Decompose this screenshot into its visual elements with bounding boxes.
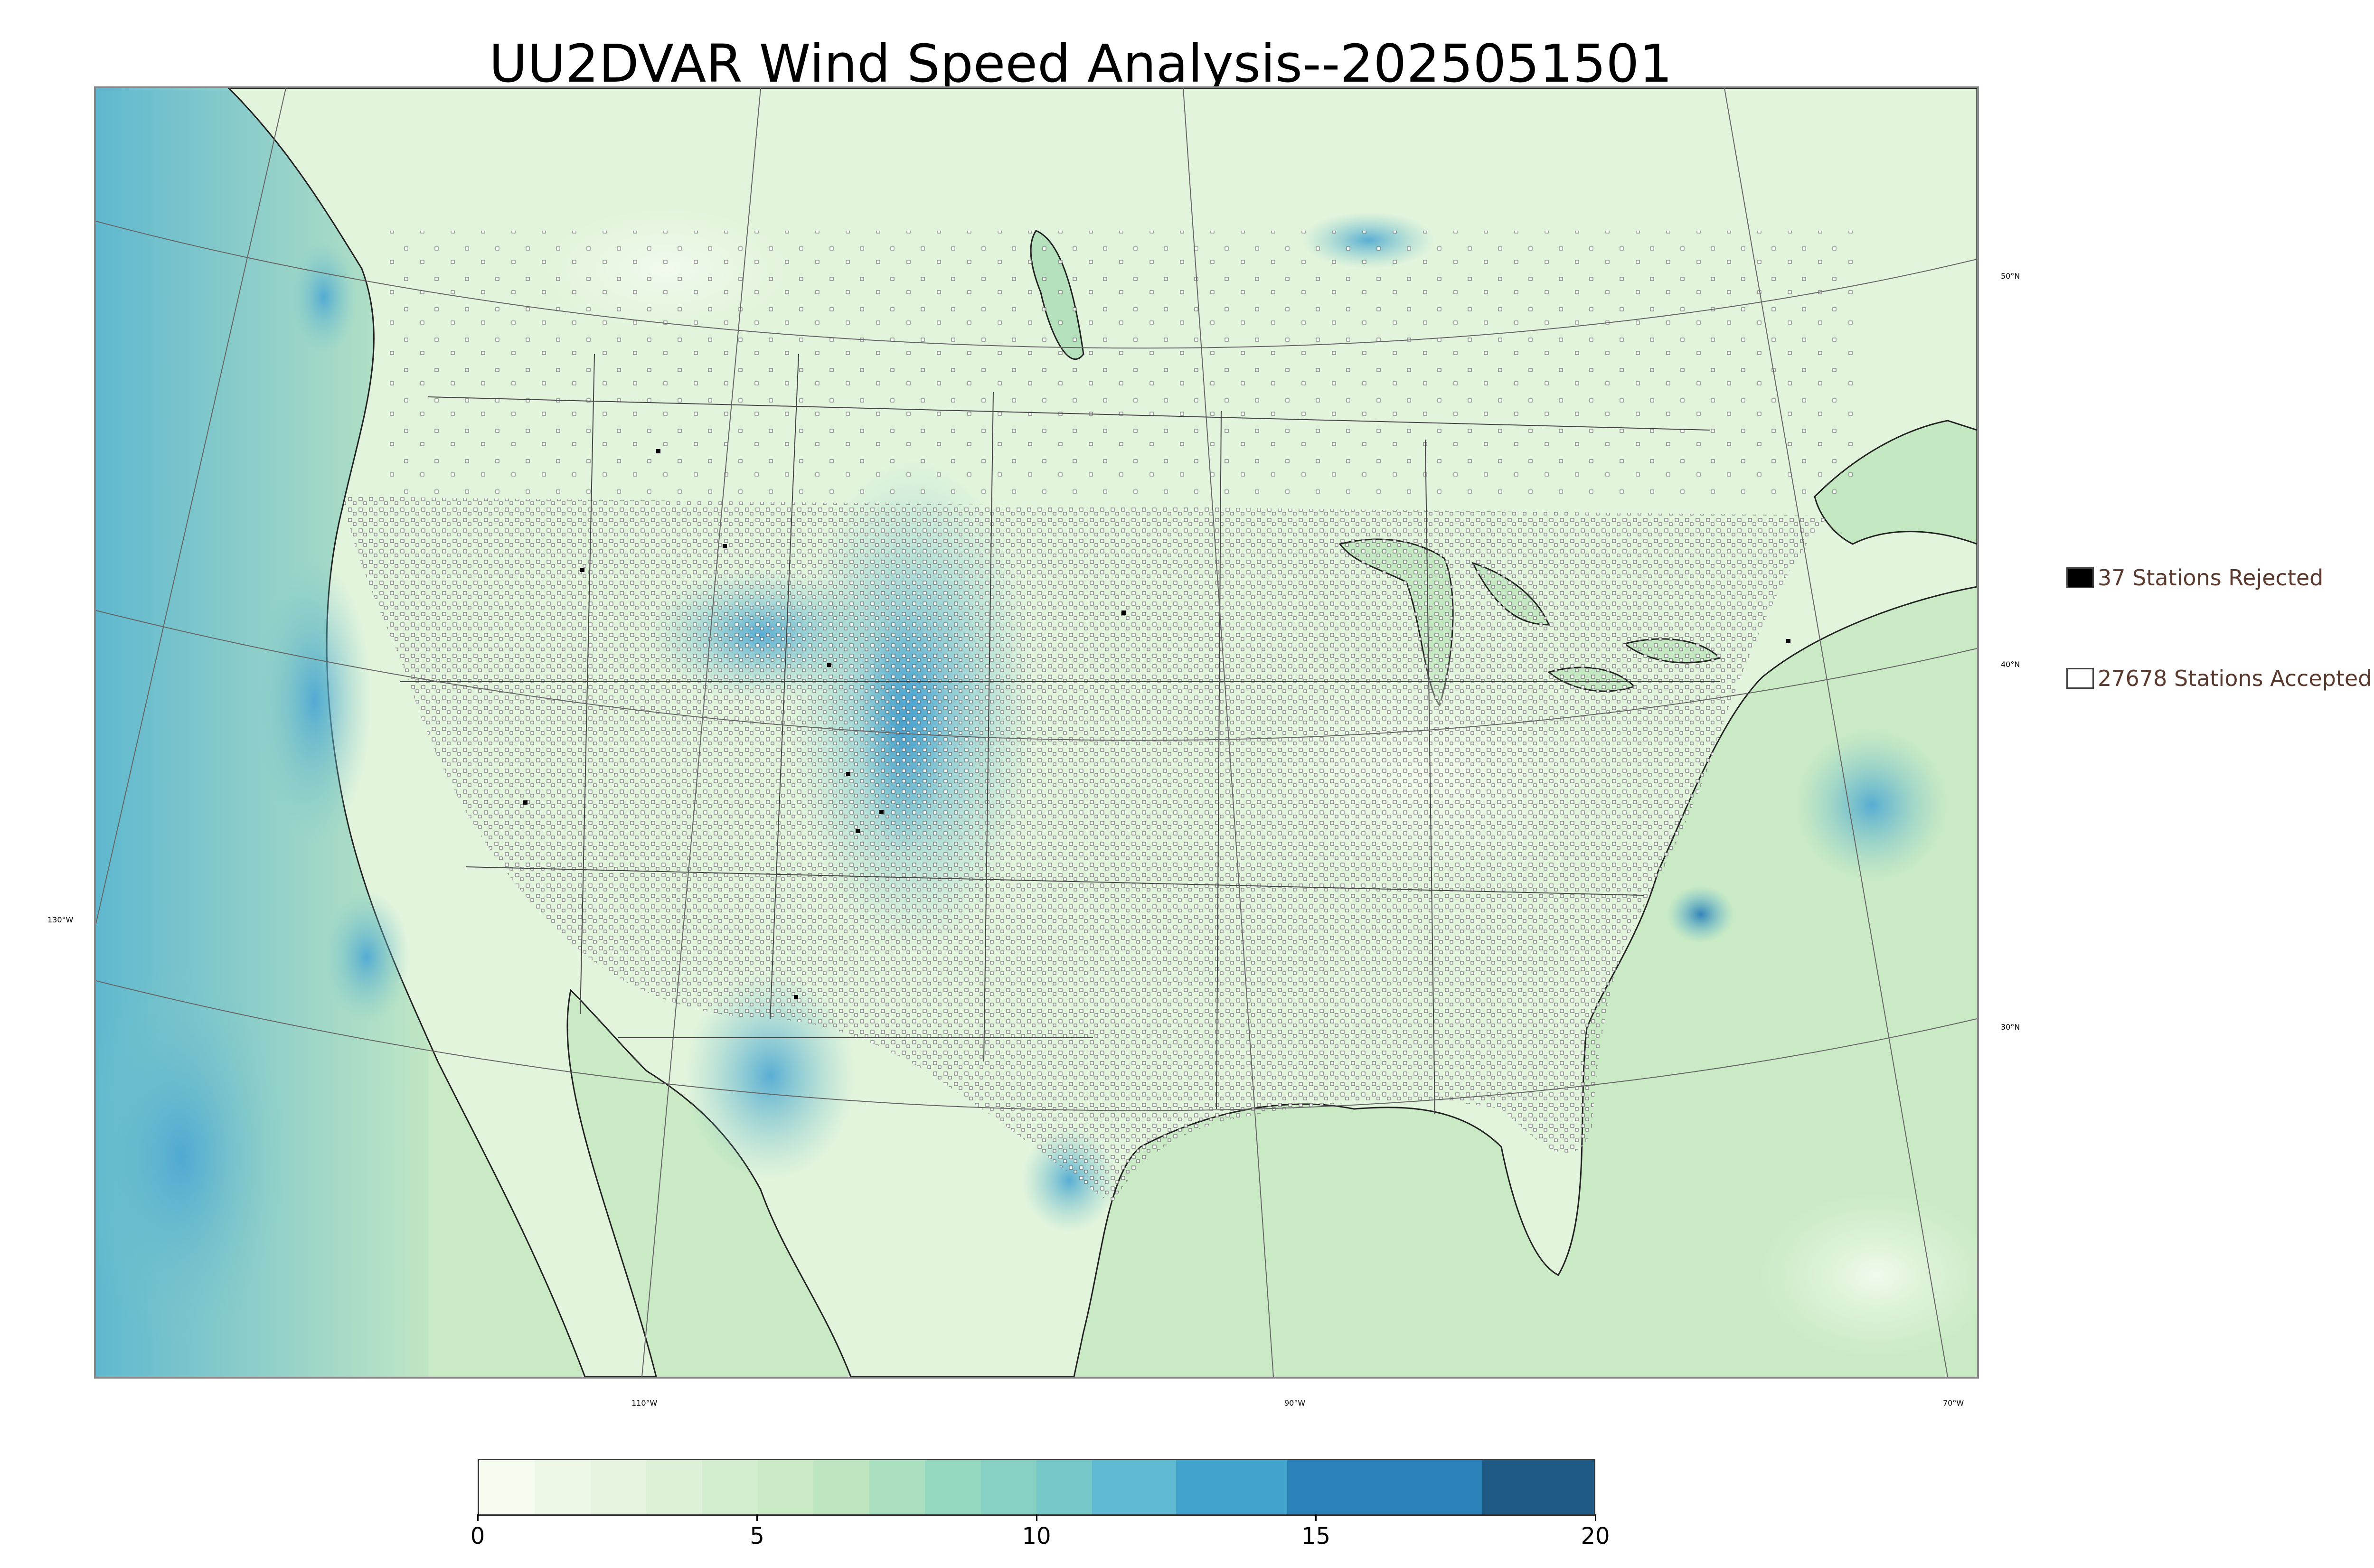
lat-label-30n: 30°N (2001, 1023, 2020, 1032)
legend-accepted-label: 27678 Stations Accepted (2098, 666, 2372, 691)
colorbar-tick-mark (1315, 1514, 1317, 1521)
colorbar-ticks: 0 5 10 15 20 (471, 1514, 1610, 1549)
colorbar-tick-label: 15 (1301, 1523, 1331, 1549)
legend-accepted-swatch (2066, 668, 2094, 689)
legend-accepted: 27678 Stations Accepted (2066, 666, 2372, 691)
lon-label-90w: 90°W (1284, 1399, 1306, 1408)
colorbar-tick-mark (756, 1514, 758, 1521)
colorbar-bin (1176, 1460, 1288, 1514)
lon-label-70w: 70°W (1943, 1399, 1964, 1408)
legend-rejected-label: 37 Stations Rejected (2098, 565, 2324, 591)
stations-rejected (523, 449, 1790, 999)
pale-calm-3 (1753, 1190, 1977, 1361)
colorbar-bin (1482, 1460, 1594, 1514)
pacific-high-wind-3 (324, 891, 409, 1023)
lat-label-40n: 40°N (2001, 660, 2020, 669)
page-title: UU2DVAR Wind Speed Analysis--2025051501 (489, 33, 1673, 94)
colorbar-bin (1036, 1460, 1093, 1514)
colorbar-tick-label: 20 (1581, 1523, 1610, 1549)
colorbar-bin (869, 1460, 925, 1514)
colorbar-tick-label: 0 (470, 1523, 485, 1549)
colorbar-bin (590, 1460, 647, 1514)
colorbar-bin (646, 1460, 702, 1514)
wind-speed-map[interactable] (96, 88, 1977, 1377)
colorbar-bin (813, 1460, 869, 1514)
colorbar-bin (702, 1460, 758, 1514)
colorbar-tick-label: 5 (750, 1523, 764, 1549)
stations-accepted-dense (343, 497, 1829, 1204)
pacific-high-wind-1 (257, 558, 371, 843)
colorbar (478, 1459, 1595, 1516)
atlantic-wind-2 (1667, 886, 1734, 943)
pacific-high-wind-2 (291, 240, 357, 354)
legend-rejected-swatch (2066, 567, 2094, 588)
map-frame[interactable] (94, 86, 1979, 1379)
lat-label-50n: 50°N (2001, 272, 2020, 281)
colorbar-bin (758, 1460, 814, 1514)
graticule (96, 88, 1977, 1377)
lon-label-130w: 130°W (47, 915, 74, 924)
colorbar-bin (479, 1460, 535, 1514)
stations-accepted-sparse (381, 231, 1853, 497)
lon-label-110w: 110°W (631, 1399, 658, 1408)
colorbar-tick-mark (1036, 1514, 1037, 1521)
pacific-high-wind-4 (96, 967, 286, 1346)
colorbar-tick-label: 10 (1022, 1523, 1051, 1549)
atlantic-wind-1 (1796, 729, 1948, 881)
legend-rejected: 37 Stations Rejected (2066, 565, 2323, 591)
colorbar-bin (1092, 1460, 1176, 1514)
colorbar-bin (925, 1460, 981, 1514)
colorbar-tick-mark (1594, 1514, 1596, 1521)
st-lawrence (1814, 420, 1977, 545)
colorbar-bin (980, 1460, 1037, 1514)
colorbar-bin (1287, 1460, 1483, 1514)
colorbar-tick-mark (477, 1514, 479, 1521)
colorbar-bin (535, 1460, 591, 1514)
state-borders (400, 354, 1720, 1114)
